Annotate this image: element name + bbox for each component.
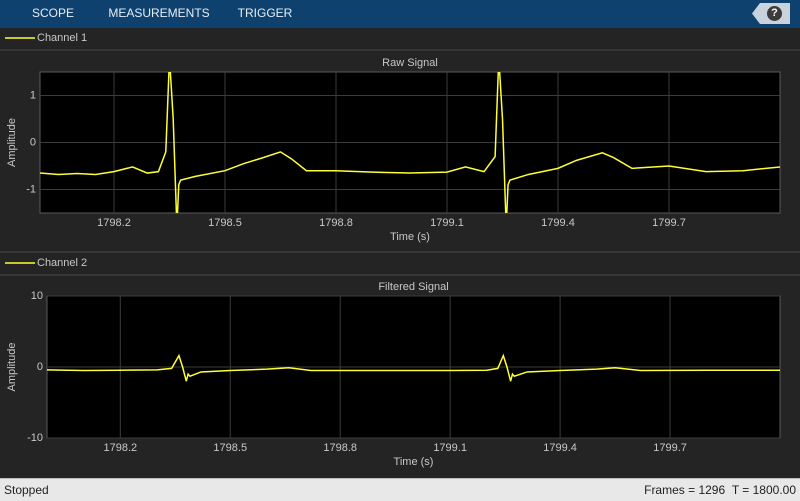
x-tick-label: 1798.5 — [213, 442, 247, 454]
legend-label: Channel 1 — [37, 32, 87, 44]
x-tick-label: 1798.8 — [319, 217, 353, 229]
x-tick-label: 1799.4 — [541, 217, 575, 229]
x-axis-label: Time (s) — [394, 456, 434, 468]
x-tick-label: 1799.1 — [433, 442, 467, 454]
x-axis-label: Time (s) — [390, 231, 430, 243]
frames: Frames = 1296 — [644, 483, 726, 497]
chart-title: Filtered Signal — [378, 281, 448, 293]
tab[interactable]: TRIGGER — [237, 6, 293, 20]
y-tick-label: -1 — [26, 183, 36, 195]
x-tick-label: 1798.2 — [103, 442, 137, 454]
chart-title: Raw Signal — [382, 57, 438, 69]
x-tick-label: 1799.7 — [653, 442, 687, 454]
x-tick-label: 1799.7 — [652, 217, 686, 229]
y-axis-label: Amplitude — [6, 118, 18, 167]
y-tick-label: 0 — [37, 361, 43, 373]
x-tick-label: 1799.1 — [430, 217, 464, 229]
signal-line — [47, 353, 780, 382]
y-tick-label: 0 — [30, 136, 36, 148]
status-info: Frames = 1296 T = 1800.00 — [644, 483, 796, 497]
tab[interactable]: SCOPE — [31, 6, 75, 20]
tab[interactable]: MEASUREMENTS — [108, 6, 210, 20]
help-icon[interactable]: ? — [767, 6, 782, 21]
toolbar: SCOPE MEASUREMENTS TRIGGER ? — [0, 0, 800, 27]
x-tick-label: 1798.5 — [208, 217, 242, 229]
help-button[interactable]: ? — [752, 3, 790, 24]
y-axis-label: Amplitude — [6, 343, 18, 392]
plots: Channel 1 Raw Signal 1798.2 1798.5 1798.8 179… — [0, 27, 800, 468]
x-tick-label: 1798.8 — [323, 442, 357, 454]
x-tick-label: 1798.2 — [97, 217, 131, 229]
y-tick-label: 1 — [30, 89, 36, 101]
x-tick-label: 1799.4 — [543, 442, 577, 454]
y-tick-label: -10 — [27, 432, 43, 444]
y-tick-label: 10 — [31, 290, 43, 302]
time: T = 1800.00 — [731, 483, 796, 497]
signal-line — [40, 72, 780, 213]
legend-label: Channel 2 — [37, 257, 87, 269]
status-bar: Stopped Frames = 1296 T = 1800.00 — [0, 478, 800, 501]
status-state: Stopped — [4, 483, 49, 497]
